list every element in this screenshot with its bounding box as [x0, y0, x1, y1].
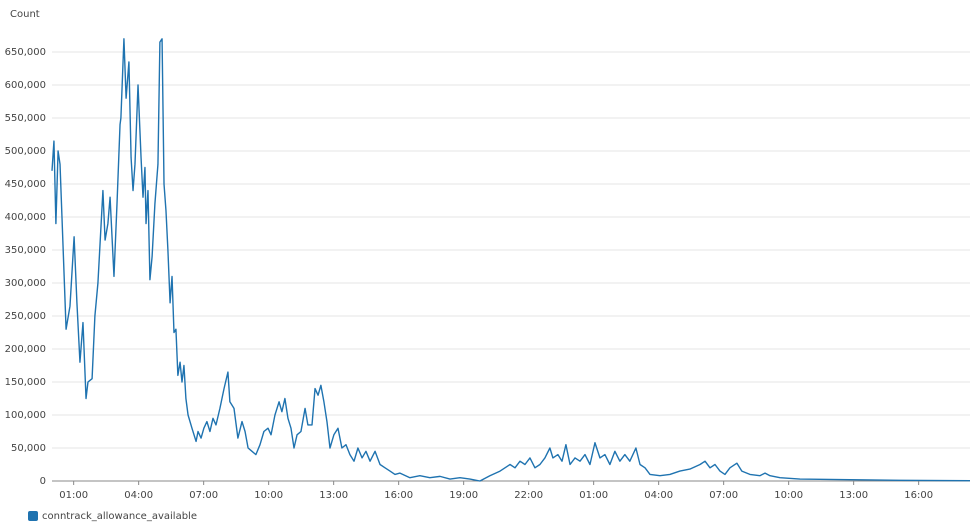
y-tick-label: 100,000	[5, 410, 46, 421]
legend-swatch	[28, 511, 38, 521]
x-tick-label: 07:00	[189, 490, 218, 501]
y-axis-label: Count	[10, 9, 40, 20]
x-tick-label: 01:00	[579, 490, 608, 501]
x-tick-label: 19:00	[449, 490, 478, 501]
data-line	[51, 38, 971, 482]
x-tick-label: 01:00	[59, 490, 88, 501]
y-tick-label: 600,000	[5, 80, 46, 91]
y-tick-label: 350,000	[5, 245, 46, 256]
x-tick-label: 04:00	[124, 490, 153, 501]
x-tick-label: 16:00	[904, 490, 933, 501]
x-tick-label: 07:00	[709, 490, 738, 501]
y-tick-label: 0	[40, 476, 46, 487]
x-tick-label: 16:00	[384, 490, 413, 501]
x-tick-label: 13:00	[839, 490, 868, 501]
y-tick-label: 500,000	[5, 146, 46, 157]
legend-label: conntrack_allowance_available	[42, 511, 197, 522]
x-tick-label: 22:00	[514, 490, 543, 501]
y-tick-label: 550,000	[5, 113, 46, 124]
y-tick-label: 250,000	[5, 311, 46, 322]
x-tick-label: 10:00	[774, 490, 803, 501]
y-tick-label: 150,000	[5, 377, 46, 388]
y-tick-label: 400,000	[5, 212, 46, 223]
y-tick-label: 300,000	[5, 278, 46, 289]
y-tick-label: 50,000	[11, 443, 46, 454]
y-tick-label: 450,000	[5, 179, 46, 190]
x-tick-label: 13:00	[319, 490, 348, 501]
x-tick-label: 04:00	[644, 490, 673, 501]
y-tick-label: 650,000	[5, 47, 46, 58]
y-tick-label: 200,000	[5, 344, 46, 355]
x-tick-label: 10:00	[254, 490, 283, 501]
